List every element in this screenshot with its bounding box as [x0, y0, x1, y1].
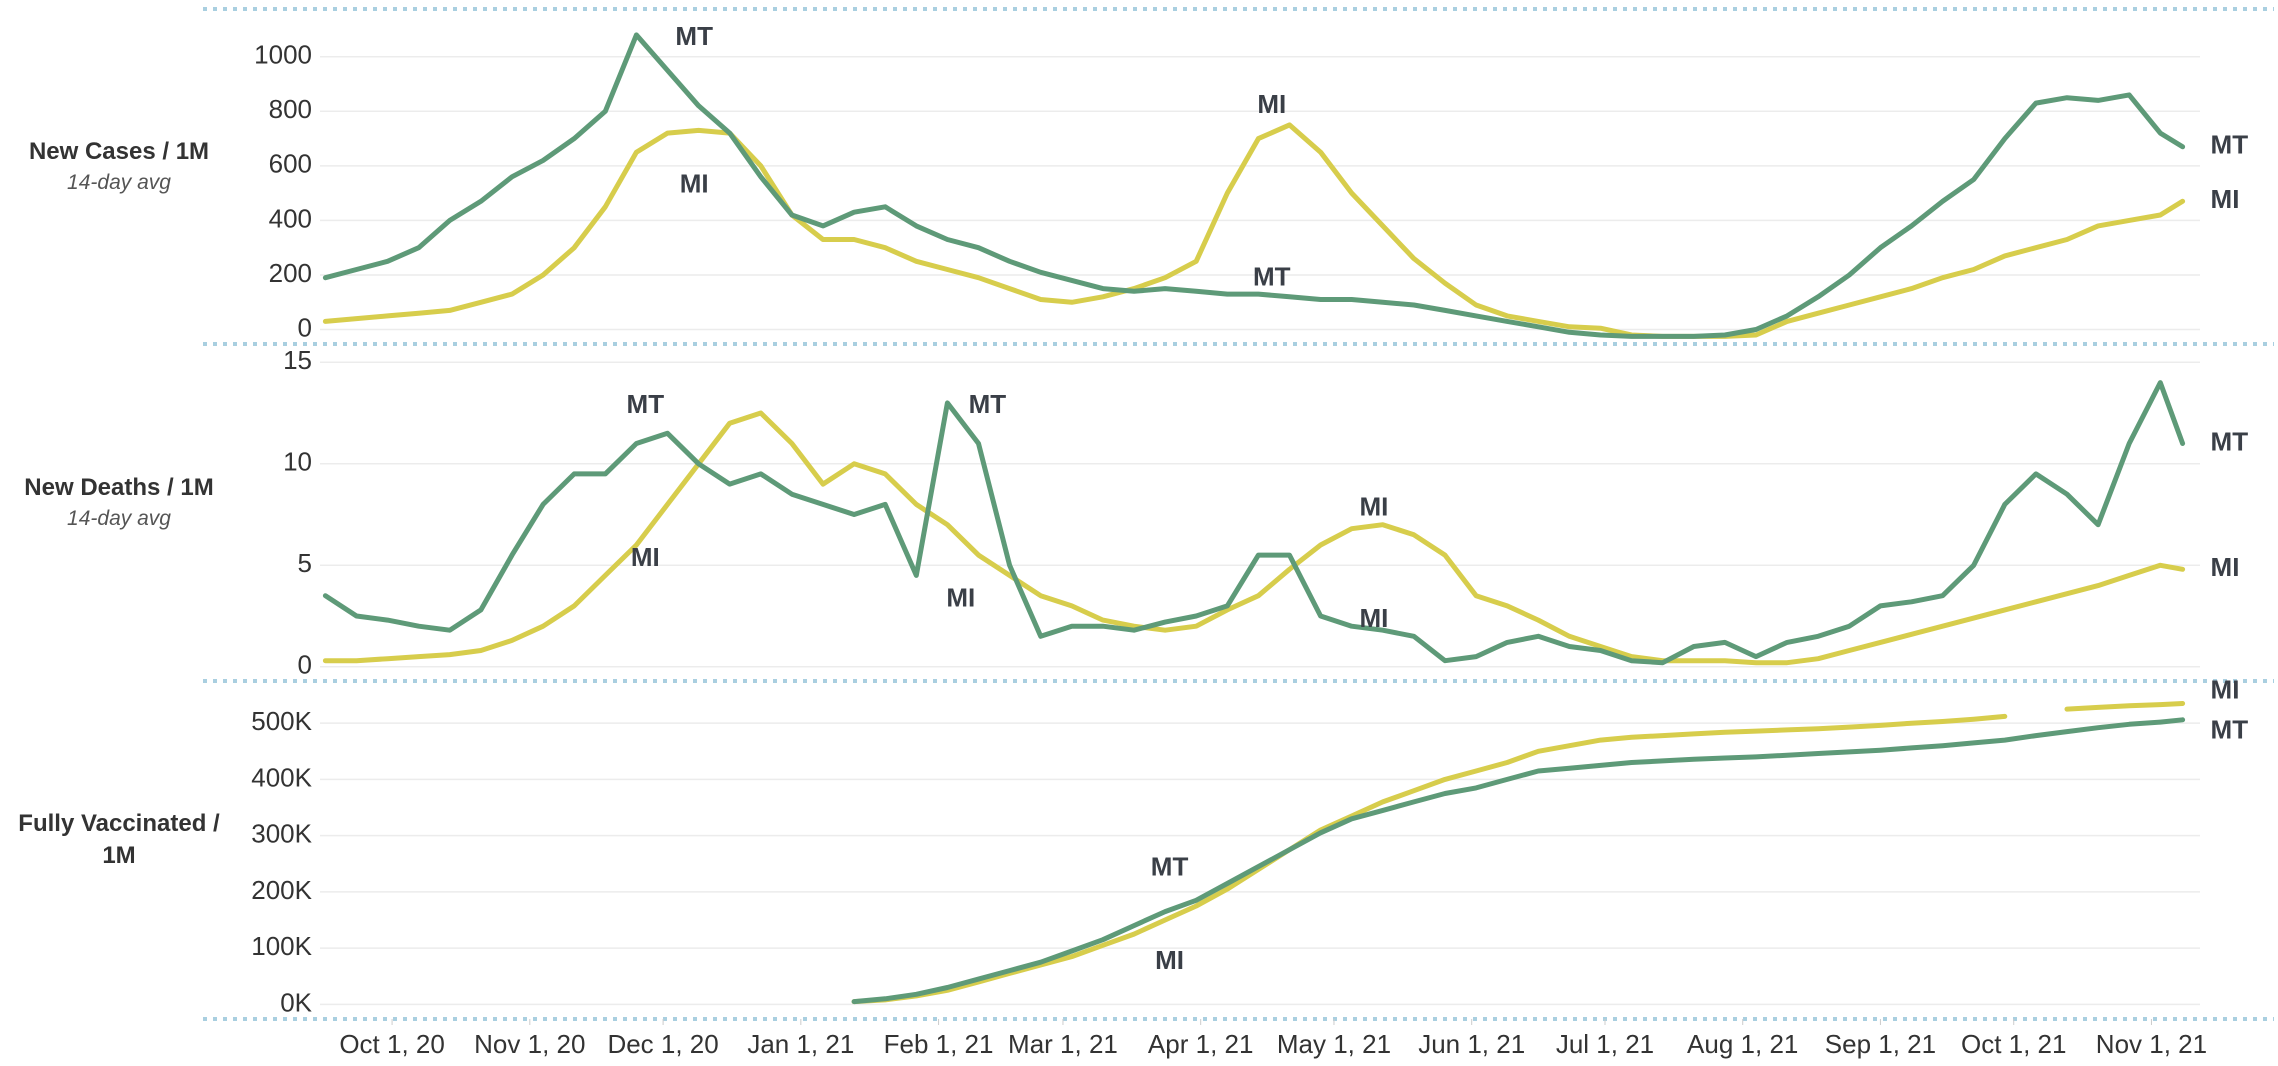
- series-end-label: MI: [2211, 675, 2240, 705]
- annotation: MT: [1151, 852, 1189, 882]
- y-tick-label: 600: [269, 149, 312, 179]
- y-axis-title: New Cases / 1M: [28, 137, 210, 165]
- annotation: MT: [969, 389, 1007, 419]
- y-tick-label: 300K: [251, 819, 312, 849]
- x-tick-label: Oct 1, 20: [339, 1029, 445, 1059]
- x-tick-label: Dec 1, 20: [607, 1029, 718, 1059]
- series-end-label: MT: [2211, 130, 2249, 160]
- y-axis-title: Fully Vaccinated / 1M: [18, 810, 220, 869]
- y-axis-label: Fully Vaccinated / 1M: [0, 808, 238, 872]
- x-tick-label: Nov 1, 21: [2096, 1029, 2207, 1059]
- y-tick-label: 10: [283, 447, 312, 477]
- series-end-label: MI: [2211, 184, 2240, 214]
- y-tick-label: 800: [269, 94, 312, 124]
- annotation: MI: [1257, 89, 1286, 119]
- y-axis-label: New Deaths / 1M 14-day avg: [0, 472, 238, 534]
- y-tick-label: 500K: [251, 706, 312, 736]
- x-tick-label: Feb 1, 21: [884, 1029, 994, 1059]
- x-tick-label: Jun 1, 21: [1418, 1029, 1525, 1059]
- series-line: [322, 410, 2186, 666]
- y-tick-label: 15: [283, 345, 312, 375]
- series-line: [322, 32, 2186, 339]
- y-tick-label: 5: [298, 548, 312, 578]
- x-tick-label: Aug 1, 21: [1687, 1029, 1798, 1059]
- y-tick-label: 200K: [251, 875, 312, 905]
- x-tick-label: Jul 1, 21: [1556, 1029, 1654, 1059]
- annotation: MT: [627, 389, 665, 419]
- x-tick-label: May 1, 21: [1277, 1029, 1391, 1059]
- x-tick-label: Oct 1, 21: [1961, 1029, 2067, 1059]
- y-tick-label: 100K: [251, 931, 312, 961]
- series-line: [851, 713, 2008, 1005]
- annotation: MI: [1155, 945, 1184, 975]
- annotation: MI: [1360, 603, 1389, 633]
- series-end-label: MT: [2211, 715, 2249, 745]
- series-line: [322, 380, 2186, 666]
- annotation: MT: [1253, 262, 1291, 292]
- y-axis-title: New Deaths / 1M: [24, 473, 214, 501]
- annotation: MI: [631, 542, 660, 572]
- y-tick-label: 200: [269, 258, 312, 288]
- annotation: MI: [946, 583, 975, 613]
- series-end-label: MT: [2211, 426, 2249, 456]
- y-tick-label: 1000: [254, 40, 312, 70]
- series-line: [851, 717, 2186, 1005]
- series-line: [2064, 701, 2186, 712]
- series-line: [322, 122, 2186, 339]
- y-tick-label: 0: [298, 312, 312, 342]
- y-tick-label: 400K: [251, 762, 312, 792]
- x-tick-label: Mar 1, 21: [1008, 1029, 1118, 1059]
- y-tick-label: 400: [269, 203, 312, 233]
- annotation: MI: [1360, 491, 1389, 521]
- annotation: MT: [675, 21, 713, 51]
- x-tick-label: Nov 1, 20: [474, 1029, 585, 1059]
- x-tick-label: Sep 1, 21: [1825, 1029, 1936, 1059]
- series-end-label: MI: [2211, 552, 2240, 582]
- y-axis-label: New Cases / 1M 14-day avg: [0, 136, 238, 198]
- annotation: MI: [680, 169, 709, 199]
- x-tick-label: Jan 1, 21: [747, 1029, 854, 1059]
- y-tick-label: 0K: [280, 987, 312, 1017]
- x-tick-label: Apr 1, 21: [1148, 1029, 1254, 1059]
- y-tick-label: 0: [298, 650, 312, 680]
- y-axis-subtitle: 14-day avg: [67, 170, 171, 194]
- y-axis-subtitle: 14-day avg: [67, 506, 171, 530]
